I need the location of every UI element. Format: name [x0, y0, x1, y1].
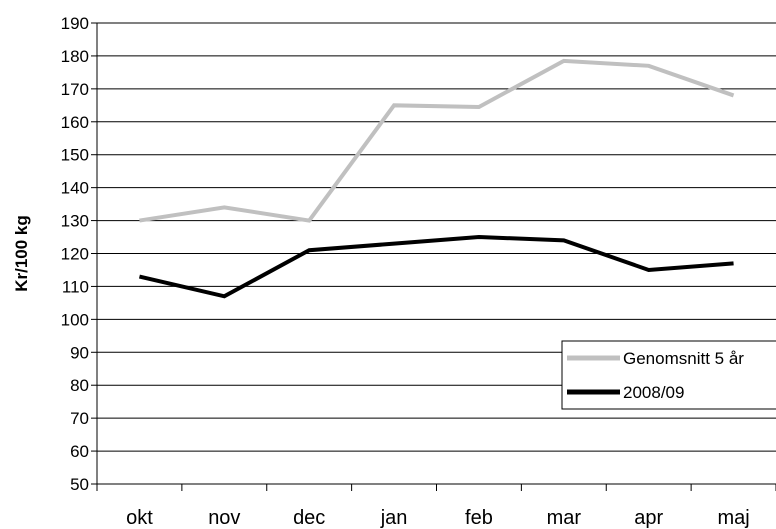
series-group	[138, 58, 735, 299]
y-tick-label: 60	[70, 442, 89, 461]
y-axis-title: Kr/100 kg	[12, 215, 31, 292]
y-tick-label: 110	[62, 277, 89, 296]
legend: Genomsnitt 5 år 2008/09	[561, 340, 776, 410]
y-tick-label: 180	[61, 47, 89, 66]
y-tick-label: 150	[61, 146, 89, 165]
legend-entry-2008-09: 2008/09	[623, 383, 684, 402]
y-tick-label: 190	[61, 14, 89, 33]
legend-box	[561, 340, 776, 410]
y-tick-label: 140	[61, 179, 89, 198]
y-tick-label: 160	[61, 113, 89, 132]
x-tick-label: mar	[547, 507, 582, 529]
x-axis-ticks: okt nov dec jan feb mar apr maj	[96, 484, 776, 529]
x-tick-label: maj	[717, 507, 749, 529]
x-tick-label: jan	[380, 507, 408, 529]
legend-entry-genomsnitt: Genomsnitt 5 år	[623, 349, 744, 368]
y-tick-label: 80	[70, 376, 89, 395]
y-axis-ticks: 50 60 70 80 90 100 110 120 130 140 150 160 170 180 190	[61, 14, 97, 494]
y-tick-label: 90	[70, 343, 89, 362]
x-tick-label: apr	[634, 507, 663, 529]
y-tick-label: 100	[61, 310, 89, 329]
x-tick-label: feb	[465, 507, 493, 529]
grid-lines	[97, 22, 776, 452]
series-line-genomsnitt	[139, 58, 735, 223]
x-tick-label: dec	[293, 507, 325, 529]
y-tick-label: 70	[70, 409, 89, 428]
series-line-2008-09	[138, 235, 734, 299]
x-tick-label: okt	[126, 507, 153, 529]
y-tick-label: 50	[70, 475, 89, 494]
y-tick-label: 170	[61, 80, 89, 99]
y-tick-label: 120	[61, 245, 89, 264]
x-tick-label: nov	[208, 507, 240, 529]
y-tick-label: 130	[61, 212, 89, 231]
